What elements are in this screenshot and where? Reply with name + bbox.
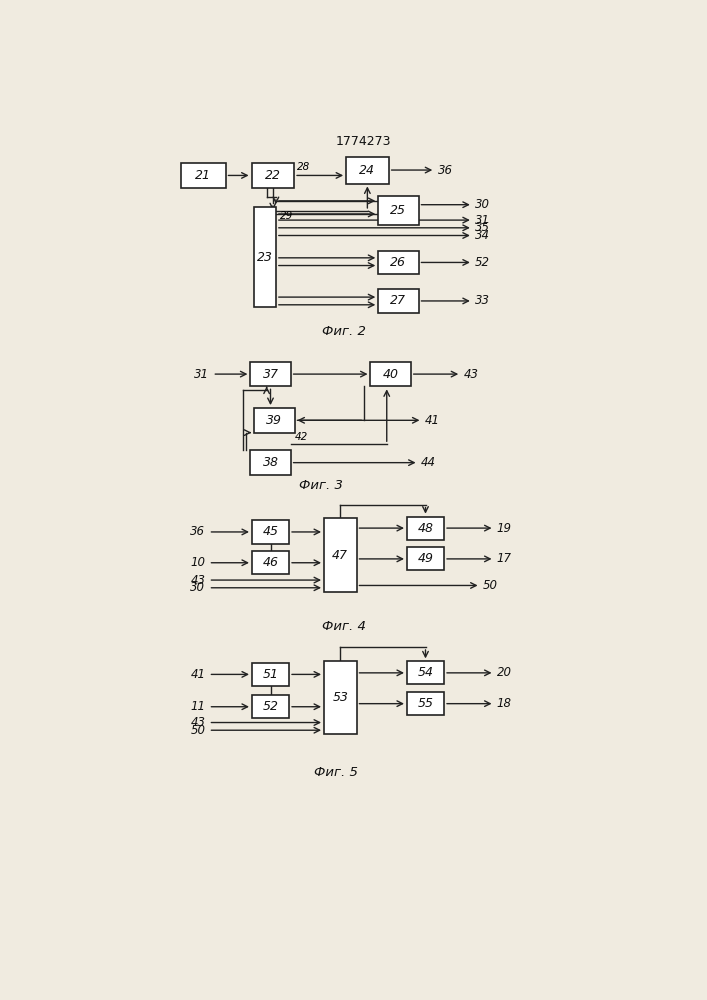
Text: 52: 52 [475, 256, 490, 269]
Text: 51: 51 [262, 668, 279, 681]
Text: 19: 19 [497, 522, 512, 535]
Text: 53: 53 [332, 691, 349, 704]
Text: 17: 17 [497, 552, 512, 565]
Text: 34: 34 [475, 229, 490, 242]
Bar [324, 518, 356, 592]
Bar [370, 362, 411, 386]
Text: 45: 45 [262, 525, 279, 538]
Text: 30: 30 [190, 581, 206, 594]
Text: 35: 35 [475, 221, 490, 234]
Text: 29: 29 [280, 211, 293, 221]
Text: 31: 31 [194, 368, 209, 381]
Text: 18: 18 [497, 697, 512, 710]
Bar [250, 362, 291, 386]
Text: Фиг. 2: Фиг. 2 [322, 325, 366, 338]
Text: 25: 25 [390, 204, 407, 217]
Text: 27: 27 [390, 294, 407, 307]
Text: 41: 41 [425, 414, 440, 427]
Text: 43: 43 [190, 574, 206, 587]
Text: 36: 36 [190, 525, 206, 538]
Text: 42: 42 [295, 432, 308, 442]
Text: 36: 36 [438, 164, 453, 177]
Text: 21: 21 [195, 169, 211, 182]
Text: 44: 44 [421, 456, 436, 469]
Text: 22: 22 [265, 169, 281, 182]
Bar [255, 408, 295, 433]
Bar [378, 251, 419, 274]
Text: 52: 52 [262, 700, 279, 713]
Text: 23: 23 [257, 251, 273, 264]
Text: 46: 46 [262, 556, 279, 569]
Text: 50: 50 [483, 579, 498, 592]
Text: 41: 41 [190, 668, 206, 681]
Bar [346, 157, 389, 184]
Text: Фиг. 4: Фиг. 4 [322, 620, 366, 633]
Text: 43: 43 [464, 368, 479, 381]
Text: 26: 26 [390, 256, 407, 269]
Bar [407, 517, 444, 540]
Text: 33: 33 [475, 294, 490, 307]
Bar [252, 520, 289, 544]
Text: 1774273: 1774273 [336, 135, 391, 148]
Bar [407, 661, 444, 684]
Bar [252, 163, 294, 188]
Text: 11: 11 [190, 700, 206, 713]
Bar [252, 551, 289, 574]
Text: 31: 31 [475, 214, 490, 227]
Text: 20: 20 [497, 666, 512, 679]
Text: 37: 37 [262, 368, 279, 381]
Text: 40: 40 [382, 368, 399, 381]
Text: 30: 30 [475, 198, 490, 211]
Bar [250, 450, 291, 475]
Bar [252, 695, 289, 718]
Text: 50: 50 [190, 724, 206, 737]
Text: Фиг. 3: Фиг. 3 [299, 479, 343, 492]
Bar [324, 661, 356, 734]
Bar [180, 163, 226, 188]
Bar [407, 692, 444, 715]
Text: 24: 24 [359, 164, 375, 177]
Text: 38: 38 [262, 456, 279, 469]
Text: 43: 43 [190, 716, 206, 729]
Text: 47: 47 [332, 549, 349, 562]
Bar [407, 547, 444, 570]
Text: 54: 54 [418, 666, 433, 679]
Text: 39: 39 [267, 414, 282, 427]
Text: Фиг. 5: Фиг. 5 [315, 766, 358, 779]
Text: 49: 49 [418, 552, 433, 565]
Text: 55: 55 [418, 697, 433, 710]
Bar [252, 663, 289, 686]
Bar [378, 196, 419, 225]
Text: 10: 10 [190, 556, 206, 569]
Bar [378, 289, 419, 312]
Text: 48: 48 [418, 522, 433, 535]
Bar [255, 207, 276, 307]
Text: 28: 28 [296, 162, 310, 172]
